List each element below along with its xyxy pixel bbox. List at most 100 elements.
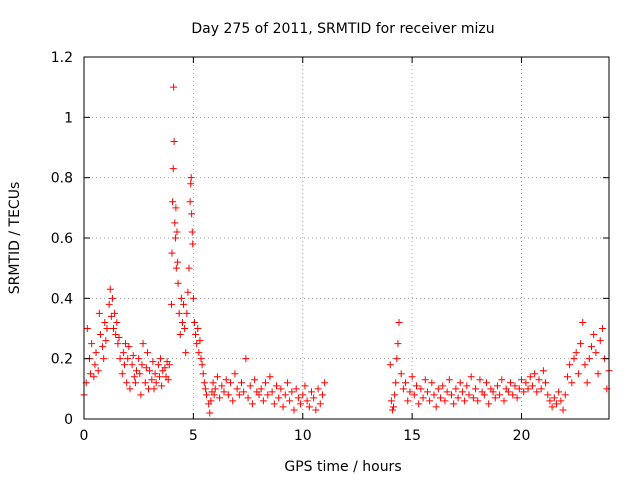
data-point xyxy=(568,379,576,387)
data-point xyxy=(590,331,598,339)
data-point xyxy=(559,406,567,414)
data-point xyxy=(118,370,126,378)
data-point xyxy=(169,165,177,173)
data-point xyxy=(386,361,394,369)
data-point xyxy=(550,394,558,402)
data-point xyxy=(108,294,116,302)
data-point xyxy=(169,198,177,206)
data-point xyxy=(308,388,315,396)
data-point xyxy=(441,397,449,405)
data-point xyxy=(312,406,320,414)
data-point xyxy=(168,300,175,308)
data-point xyxy=(392,379,400,387)
data-point xyxy=(119,349,127,357)
data-point xyxy=(192,331,200,339)
data-point xyxy=(238,379,245,387)
data-point xyxy=(187,174,195,182)
data-point xyxy=(399,385,407,393)
data-point xyxy=(448,391,455,399)
data-point xyxy=(196,337,204,345)
data-point xyxy=(572,349,580,357)
data-point xyxy=(224,391,232,399)
data-point xyxy=(125,343,133,351)
data-point xyxy=(187,180,195,188)
data-point xyxy=(493,382,501,390)
y-tick-label: 0.4 xyxy=(51,291,73,307)
data-point xyxy=(548,403,556,411)
data-point xyxy=(390,403,398,411)
data-point xyxy=(235,391,243,399)
data-point xyxy=(210,391,218,399)
data-point xyxy=(546,397,554,405)
data-point xyxy=(524,385,532,393)
data-point xyxy=(437,394,445,402)
data-point xyxy=(233,385,241,393)
data-point xyxy=(83,325,91,332)
data-point xyxy=(314,385,322,393)
data-point xyxy=(133,367,140,375)
data-point xyxy=(413,382,420,390)
data-point xyxy=(182,349,190,357)
data-point xyxy=(472,385,480,393)
data-point xyxy=(170,137,178,145)
data-point xyxy=(105,300,113,308)
data-point xyxy=(509,391,517,399)
data-point xyxy=(281,391,289,399)
data-point xyxy=(122,340,130,348)
data-point xyxy=(598,325,606,332)
x-axis-label: GPS time / hours xyxy=(284,459,401,475)
data-point xyxy=(303,397,311,405)
data-point xyxy=(432,403,440,411)
data-point xyxy=(489,388,497,396)
data-point xyxy=(266,373,274,381)
data-point xyxy=(130,373,138,381)
data-point xyxy=(467,373,475,381)
data-point xyxy=(583,379,591,387)
data-point xyxy=(474,397,482,405)
data-point xyxy=(553,400,560,408)
data-point xyxy=(585,355,593,363)
data-point xyxy=(463,382,471,390)
data-point xyxy=(387,397,395,405)
data-point xyxy=(434,385,442,393)
data-point xyxy=(570,355,578,363)
data-point xyxy=(209,379,217,387)
data-point xyxy=(175,309,183,317)
data-point xyxy=(114,340,122,348)
data-point xyxy=(419,394,427,402)
data-point xyxy=(150,385,158,393)
data-point xyxy=(563,373,571,381)
axis-ticks xyxy=(83,56,609,420)
data-point xyxy=(456,379,464,387)
data-point xyxy=(533,388,541,396)
data-point xyxy=(428,379,436,387)
grid xyxy=(84,57,609,419)
data-point xyxy=(189,294,197,302)
data-point xyxy=(507,379,515,387)
data-point xyxy=(498,376,506,384)
data-point xyxy=(103,325,111,332)
data-point xyxy=(294,394,302,402)
x-tick-label: 0 xyxy=(80,428,89,444)
data-point xyxy=(500,397,508,405)
data-point xyxy=(592,349,600,357)
data-point xyxy=(544,391,552,399)
data-point xyxy=(596,337,604,345)
data-point xyxy=(220,388,228,396)
data-point xyxy=(520,388,528,396)
data-point xyxy=(143,349,151,357)
data-point xyxy=(255,391,263,399)
data-point xyxy=(172,204,180,212)
y-tick-label: 0 xyxy=(64,412,73,428)
data-point xyxy=(87,370,95,378)
data-point xyxy=(557,397,565,405)
data-point xyxy=(537,385,545,393)
data-point xyxy=(213,373,221,381)
data-point xyxy=(299,391,307,399)
data-point xyxy=(90,373,98,381)
data-point xyxy=(201,385,209,393)
data-point xyxy=(316,400,324,408)
data-point xyxy=(170,83,178,91)
